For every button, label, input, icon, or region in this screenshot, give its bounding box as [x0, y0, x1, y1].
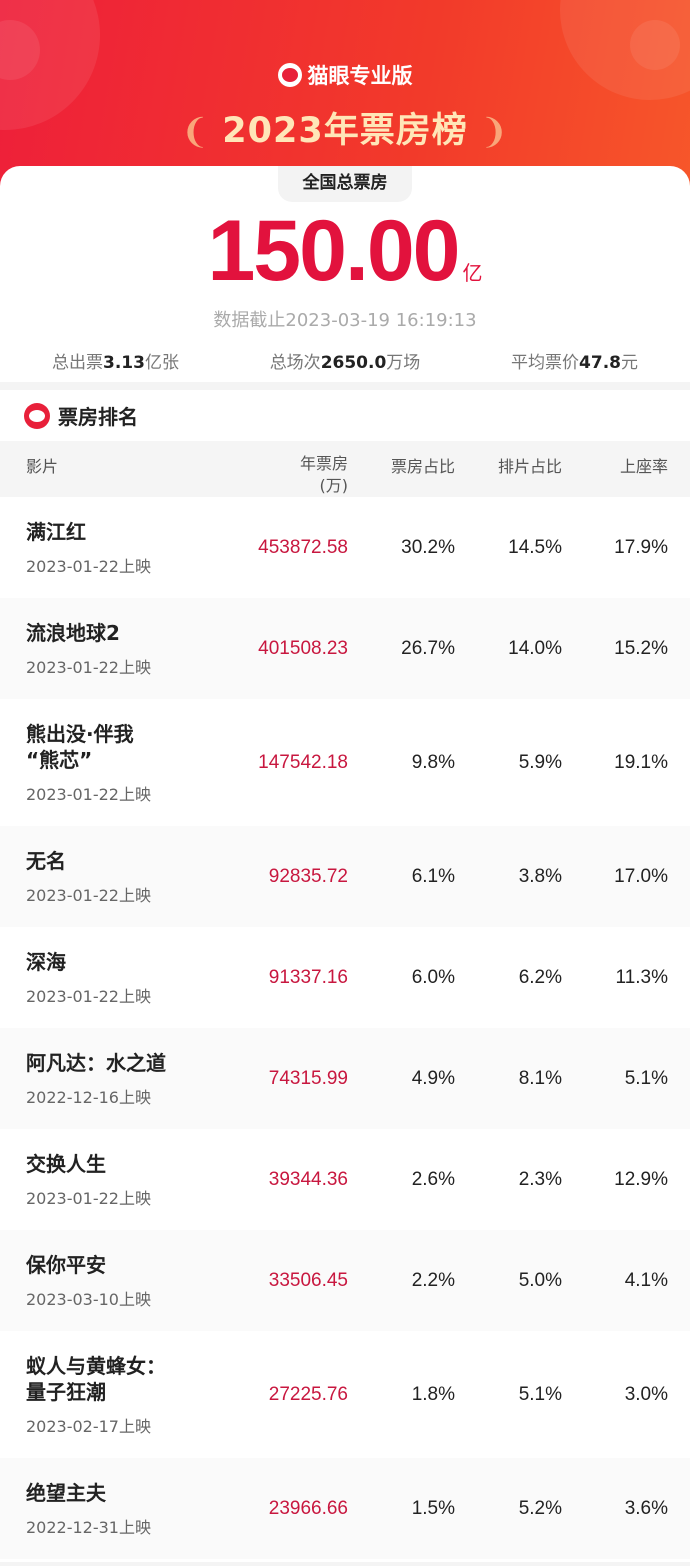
box-office: 39344.36 — [268, 1168, 348, 1190]
box-office: 453872.58 — [258, 536, 348, 558]
box-share: 6.0% — [411, 966, 455, 988]
summary-card: 全国总票房 150.00 亿 数据截止2023-03-19 16:19:13 总出… — [0, 166, 690, 382]
schedule-share: 5.1% — [518, 1383, 562, 1405]
brand-name: 猫眼专业版 — [307, 64, 413, 88]
table-row[interactable]: 满江红 2023-01-22上映 453872.58 30.2% 14.5% 17… — [0, 497, 690, 598]
release-date: 2023-01-22上映 — [26, 657, 151, 677]
box-share: 2.6% — [411, 1168, 455, 1190]
stats-row: 总出票3.13亿张 总场次2650.0万场 平均票价47.8元 — [52, 348, 638, 373]
release-date: 2022-12-31上映 — [26, 1517, 151, 1537]
col-film: 影片 — [26, 457, 59, 476]
schedule-share: 6.2% — [518, 966, 562, 988]
box-share: 4.9% — [411, 1067, 455, 1089]
table-header: 影片 年票房 (万) 票房占比 排片占比 上座率 — [0, 441, 690, 497]
box-share: 26.7% — [401, 637, 455, 659]
col-box: 年票房 (万) — [299, 454, 348, 495]
release-date: 2023-01-22上映 — [26, 556, 151, 576]
table-row[interactable]: 熊出没·伴我 “熊芯” 2023-01-22上映 147542.18 9.8% 5… — [0, 699, 690, 826]
box-share: 1.8% — [411, 1383, 455, 1405]
box-share: 6.1% — [411, 865, 455, 887]
table-row[interactable]: 绝望主夫 2022-12-31上映 23966.66 1.5% 5.2% 3.6% — [0, 1458, 690, 1559]
seat-rate: 15.2% — [614, 637, 668, 659]
box-office: 92835.72 — [268, 865, 348, 887]
film-name: 交换人生 — [26, 1151, 106, 1176]
ranking-header: 票房排名 — [0, 390, 690, 441]
laurel-left-icon: ❨ — [180, 112, 211, 152]
box-office: 74315.99 — [268, 1067, 348, 1089]
brand: 猫眼专业版 — [0, 60, 690, 90]
table-row[interactable]: 蚁人与黄蜂女： 量子狂潮 2023-02-17上映 27225.76 1.8% 5… — [0, 1331, 690, 1458]
stat-tickets: 总出票3.13亿张 — [52, 353, 179, 373]
total-unit: 亿 — [462, 263, 483, 285]
title-text: 2023年票房榜 — [222, 111, 468, 151]
stat-price: 平均票价47.8元 — [511, 353, 638, 373]
stat-shows: 总场次2650.0万场 — [269, 353, 421, 373]
release-date: 2023-03-10上映 — [26, 1289, 151, 1309]
release-date: 2023-02-17上映 — [26, 1416, 151, 1436]
laurel-right-icon: ❩ — [479, 112, 510, 152]
maoyan-logo-icon — [277, 63, 302, 87]
box-share: 2.2% — [411, 1269, 455, 1291]
table-row[interactable]: 流浪地球2 2023-01-22上映 401508.23 26.7% 14.0% … — [0, 598, 690, 699]
col-schedule: 排片占比 — [497, 457, 562, 476]
film-name: 阿凡达：水之道 — [26, 1050, 166, 1075]
film-name: 深海 — [26, 949, 66, 974]
film-name: 蚁人与黄蜂女： 量子狂潮 — [26, 1353, 166, 1404]
table-row[interactable]: 阿凡达：水之道 2022-12-16上映 74315.99 4.9% 8.1% 5… — [0, 1028, 690, 1129]
seat-rate: 12.9% — [614, 1168, 668, 1190]
box-share: 9.8% — [411, 751, 455, 773]
seat-rate: 5.1% — [624, 1067, 668, 1089]
seat-rate: 3.6% — [624, 1497, 668, 1519]
col-share: 票房占比 — [390, 457, 455, 476]
box-office: 147542.18 — [258, 751, 348, 773]
box-office: 401508.23 — [258, 637, 348, 659]
summary-label: 全国总票房 — [278, 166, 412, 202]
total-box-office: 150.00 亿 — [0, 202, 690, 301]
release-date: 2023-01-22上映 — [26, 885, 151, 905]
schedule-share: 3.8% — [518, 865, 562, 887]
film-name: 绝望主夫 — [26, 1480, 106, 1505]
table-body: 满江红 2023-01-22上映 453872.58 30.2% 14.5% 17… — [0, 497, 690, 1559]
table-row[interactable]: 保你平安 2023-03-10上映 33506.45 2.2% 5.0% 4.1% — [0, 1230, 690, 1331]
film-name: 熊出没·伴我 “熊芯” — [26, 721, 134, 772]
seat-rate: 4.1% — [624, 1269, 668, 1291]
seat-rate: 19.1% — [614, 751, 668, 773]
schedule-share: 2.3% — [518, 1168, 562, 1190]
as-of-time: 数据截止2023-03-19 16:19:13 — [213, 310, 477, 331]
seat-rate: 17.9% — [614, 536, 668, 558]
release-date: 2023-01-22上映 — [26, 1188, 151, 1208]
schedule-share: 14.5% — [508, 536, 562, 558]
maoyan-logo-icon — [24, 402, 50, 429]
box-office: 91337.16 — [268, 966, 348, 988]
film-name: 满江红 — [26, 519, 86, 544]
ranking-title: 票房排名 — [58, 405, 138, 429]
schedule-share: 8.1% — [518, 1067, 562, 1089]
seat-rate: 17.0% — [614, 865, 668, 887]
schedule-share: 5.2% — [518, 1497, 562, 1519]
col-seat: 上座率 — [619, 457, 668, 476]
schedule-share: 14.0% — [508, 637, 562, 659]
box-office: 33506.45 — [268, 1269, 348, 1291]
page-title: ❨ 2023年票房榜 ❩ — [0, 102, 690, 153]
seat-rate: 3.0% — [624, 1383, 668, 1405]
seat-rate: 11.3% — [615, 966, 668, 988]
film-name: 流浪地球2 — [26, 620, 120, 645]
release-date: 2023-01-22上映 — [26, 784, 151, 804]
table-row[interactable]: 交换人生 2023-01-22上映 39344.36 2.6% 2.3% 12.9… — [0, 1129, 690, 1230]
box-office: 27225.76 — [268, 1383, 348, 1405]
table-row[interactable]: 无名 2023-01-22上映 92835.72 6.1% 3.8% 17.0% — [0, 826, 690, 927]
release-date: 2022-12-16上映 — [26, 1087, 151, 1107]
box-office: 23966.66 — [268, 1497, 348, 1519]
table-row[interactable]: 深海 2023-01-22上映 91337.16 6.0% 6.2% 11.3% — [0, 927, 690, 1028]
ranking-section: 票房排名 影片 年票房 (万) 票房占比 排片占比 上座率 满江红 2023-01… — [0, 390, 690, 1562]
film-name: 无名 — [26, 848, 66, 873]
box-share: 30.2% — [401, 536, 455, 558]
film-name: 保你平安 — [26, 1252, 106, 1277]
total-value: 150.00 — [207, 203, 460, 299]
schedule-share: 5.9% — [518, 751, 562, 773]
release-date: 2023-01-22上映 — [26, 986, 151, 1006]
schedule-share: 5.0% — [518, 1269, 562, 1291]
box-share: 1.5% — [411, 1497, 455, 1519]
